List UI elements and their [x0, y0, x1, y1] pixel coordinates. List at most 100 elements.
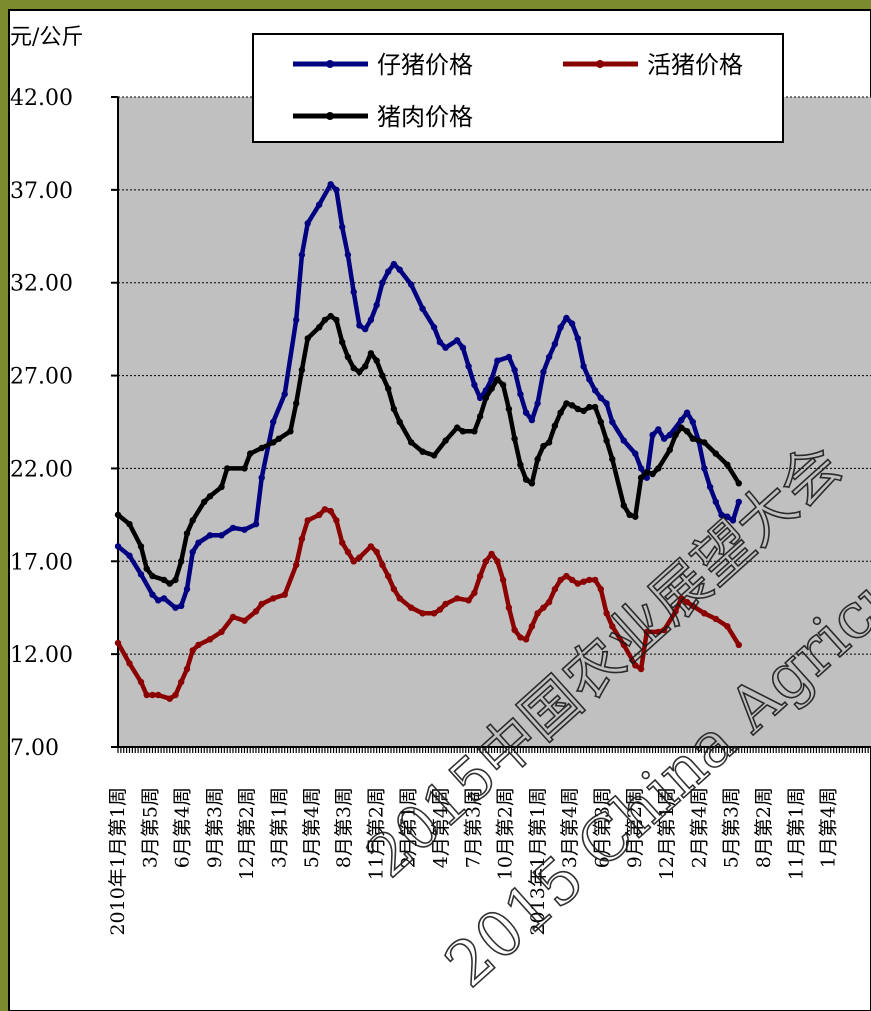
data-point: [534, 610, 541, 617]
data-point: [482, 394, 490, 402]
y-tick-label: 27.00: [10, 365, 73, 390]
data-point: [218, 532, 225, 539]
data-point: [465, 597, 472, 604]
data-point: [189, 548, 196, 556]
data-point: [574, 335, 581, 342]
x-tick-label: 12月第1周: [656, 787, 678, 880]
data-point: [609, 455, 616, 463]
data-point: [419, 305, 426, 312]
data-point: [201, 498, 208, 506]
data-point: [293, 561, 300, 569]
series-layer: [114, 181, 742, 702]
data-point: [373, 301, 380, 309]
data-point: [706, 483, 714, 491]
data-point: [344, 353, 352, 361]
data-point: [344, 251, 352, 259]
data-point: [206, 532, 214, 539]
data-point: [178, 602, 185, 610]
data-point: [385, 268, 392, 275]
data-point: [545, 439, 553, 446]
data-point: [126, 520, 133, 528]
data-point: [649, 431, 656, 439]
data-point: [241, 617, 248, 624]
data-point: [442, 600, 449, 608]
data-point: [597, 394, 604, 402]
data-point: [321, 506, 329, 513]
data-point: [183, 665, 191, 673]
data-point: [333, 316, 340, 324]
data-point: [545, 598, 553, 606]
data-point: [321, 316, 329, 324]
y-tick-labels: 7.00 12.00 17.00 22.00 27.00 32.00 37.00 42.00: [10, 86, 118, 761]
data-point: [252, 520, 260, 528]
data-point: [367, 350, 375, 357]
data-point: [408, 439, 415, 446]
data-point: [563, 572, 570, 580]
x-tick-label: 11月第2周: [365, 787, 387, 880]
data-point: [494, 357, 501, 364]
data-point: [367, 316, 375, 324]
data-point: [488, 385, 495, 392]
data-point: [430, 610, 438, 617]
data-point: [574, 405, 581, 413]
data-point: [603, 437, 610, 444]
x-tick-label: 2010年1月第1周: [107, 787, 129, 936]
data-point: [735, 641, 742, 649]
data-point: [637, 474, 645, 481]
data-point: [609, 623, 616, 630]
data-point: [373, 357, 380, 364]
data-point: [114, 511, 122, 519]
series-2: [114, 506, 742, 702]
data-point: [660, 626, 668, 634]
data-point: [247, 450, 254, 457]
data-point: [339, 539, 346, 546]
data-point: [712, 498, 719, 506]
data-point: [586, 403, 593, 411]
data-point: [545, 353, 553, 361]
data-point: [344, 548, 352, 556]
data-point: [528, 416, 536, 424]
data-point: [534, 400, 541, 407]
data-point: [488, 376, 495, 383]
data-point: [183, 530, 191, 537]
data-point: [436, 606, 444, 613]
data-point: [505, 405, 513, 413]
data-point: [632, 662, 639, 669]
axes: [117, 97, 871, 753]
data-point: [373, 548, 380, 556]
data-point: [436, 338, 444, 346]
data-point: [476, 572, 484, 580]
x-tick-label: 1月第4周: [818, 787, 840, 868]
data-point: [563, 314, 570, 322]
legend-item: 活猪价格: [563, 51, 743, 79]
x-tick-label: 9月第3周: [204, 787, 226, 868]
data-point: [655, 465, 662, 472]
x-tick-label: 2月第1周: [398, 787, 420, 868]
data-point: [385, 385, 392, 392]
data-point: [666, 446, 673, 454]
y-tick-label: 42.00: [10, 86, 73, 111]
data-point: [327, 181, 334, 188]
data-point: [683, 598, 691, 606]
data-point: [149, 591, 156, 598]
data-point: [218, 628, 225, 636]
series-1: [114, 181, 742, 611]
data-point: [551, 340, 559, 348]
data-point: [143, 565, 150, 572]
data-point: [379, 561, 386, 569]
data-point: [551, 422, 559, 429]
y-tick-label: 12.00: [10, 643, 73, 668]
data-point: [339, 338, 346, 346]
data-point: [557, 324, 564, 331]
data-point: [252, 608, 260, 615]
data-point: [166, 695, 173, 702]
data-point: [655, 426, 662, 433]
data-point: [689, 602, 696, 610]
legend-label: 活猪价格: [647, 51, 743, 79]
x-tick-label: 7月第3周: [462, 787, 484, 868]
data-point: [494, 376, 501, 383]
data-point: [172, 604, 179, 611]
x-tick-label: 11月第1周: [785, 787, 807, 880]
data-point: [298, 251, 306, 259]
data-point: [511, 366, 518, 374]
